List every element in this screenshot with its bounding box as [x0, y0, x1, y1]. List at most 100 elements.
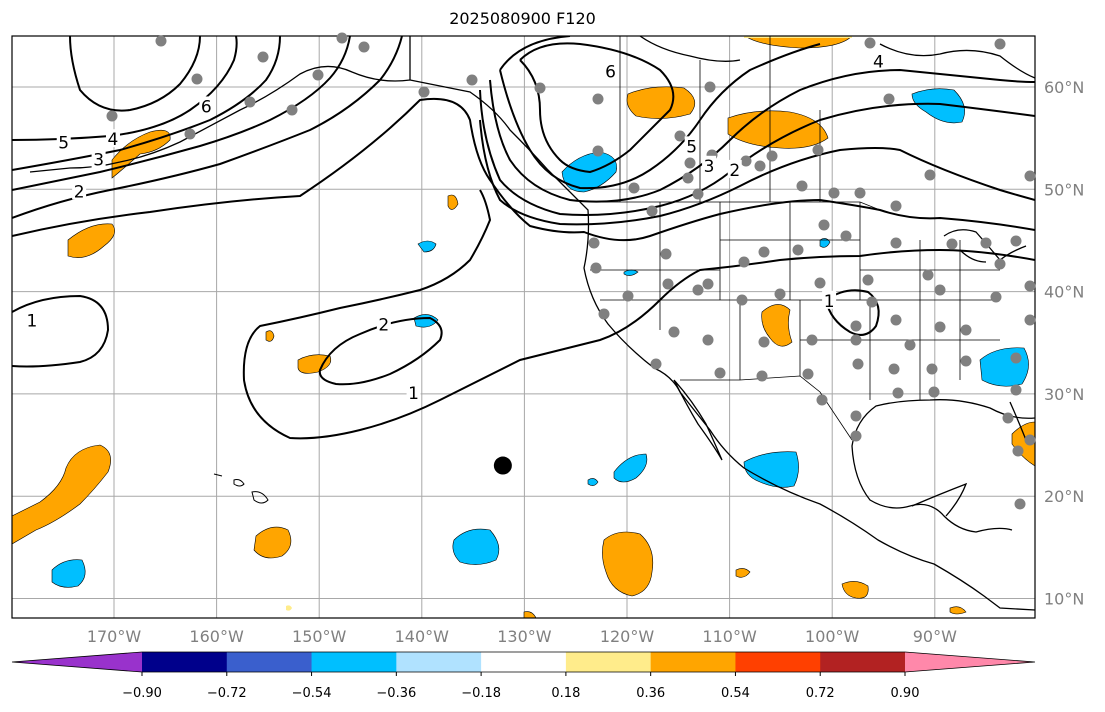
- map-frame: [11, 35, 1036, 619]
- location-marker: [493, 456, 512, 475]
- station-dot: [106, 110, 118, 122]
- station-dot: [890, 237, 902, 249]
- contour-label-bg: [871, 51, 886, 70]
- station-dot: [191, 73, 203, 85]
- longitude-label: 120°W: [600, 627, 655, 646]
- colorbar-segment: [396, 652, 482, 672]
- station-dot: [818, 219, 830, 231]
- latitude-labels: 60°N 50°N 40°N 30°N 20°N 10°N: [1044, 78, 1084, 609]
- contour-2-ellipse: [318, 316, 443, 386]
- orange-area: [253, 526, 292, 559]
- station-dot: [806, 334, 818, 346]
- orange-area: [761, 304, 793, 347]
- station-dot: [668, 326, 680, 338]
- orange-area: [727, 110, 829, 149]
- contour-2: [12, 36, 403, 219]
- florida: [1009, 401, 1027, 441]
- latitude-label: 60°N: [1044, 78, 1084, 97]
- station-dot: [926, 363, 938, 375]
- contour-east-6: [519, 42, 675, 174]
- baja-peninsula: [673, 379, 723, 461]
- station-dot: [1024, 434, 1036, 446]
- station-dot: [592, 93, 604, 105]
- contour-label-bg: [91, 149, 106, 168]
- station-dot: [692, 188, 704, 200]
- station-dot: [704, 81, 716, 93]
- station-dot: [598, 308, 610, 320]
- station-dot: [960, 324, 972, 336]
- contour-label-bg: [727, 159, 742, 178]
- station-dot: [1010, 384, 1022, 396]
- yucatan: [911, 482, 968, 517]
- colorbar-tick-label: 0.72: [806, 686, 835, 701]
- blue-area: [819, 238, 831, 248]
- contour-label: 1: [27, 311, 38, 331]
- orange-area: [626, 86, 696, 119]
- orange-area: [744, 36, 853, 49]
- contour-label-bg: [105, 129, 120, 148]
- contour-label: 6: [201, 97, 212, 117]
- station-dot: [840, 230, 852, 242]
- map-title: 2025080900 F120: [449, 9, 596, 28]
- colorbar-segment: [820, 652, 906, 672]
- contour-label-bg: [24, 310, 39, 329]
- contour-label: 4: [108, 130, 119, 150]
- station-dot: [1010, 235, 1022, 247]
- contour-label-bg: [199, 96, 214, 115]
- contour-1-lower: [242, 189, 1035, 440]
- colorbar-segment: [735, 652, 821, 672]
- station-dot: [990, 291, 1002, 303]
- contour-4: [12, 36, 281, 171]
- station-dot: [684, 157, 696, 169]
- station-dot: [934, 284, 946, 296]
- blue-area: [613, 453, 648, 483]
- longitude-label: 90°W: [913, 627, 957, 646]
- contour-label-bg: [56, 132, 71, 151]
- station-dot: [650, 358, 662, 370]
- station-dot: [758, 336, 770, 348]
- longitude-labels: 170°W 160°W 150°W 140°W 130°W 120°W 110°W 100°W…: [87, 627, 957, 646]
- contour-label: 2: [729, 161, 740, 181]
- station-dot: [852, 358, 864, 370]
- station-dot: [850, 334, 862, 346]
- contour-label-bg: [603, 61, 618, 80]
- station-dot: [622, 290, 634, 302]
- blue-area: [51, 559, 86, 588]
- colorbar-tick-label: 0.18: [551, 686, 580, 701]
- station-dot: [980, 237, 992, 249]
- orange-area: [523, 611, 537, 618]
- alaska-coast: [119, 65, 411, 163]
- station-dot: [592, 145, 604, 157]
- station-dot: [812, 144, 824, 156]
- blue-area: [911, 88, 965, 124]
- station-dot: [702, 334, 714, 346]
- station-dot: [358, 41, 370, 53]
- orange-anomaly-areas: [12, 36, 1035, 618]
- station-dot: [890, 200, 902, 212]
- station-dot: [1002, 412, 1014, 424]
- contour-label: 2: [378, 315, 389, 335]
- station-dot: [336, 32, 348, 44]
- station-dot: [892, 387, 904, 399]
- station-dot: [590, 262, 602, 274]
- aleutians: [29, 161, 121, 173]
- contour-label: 5: [686, 137, 697, 157]
- station-dot: [628, 182, 640, 194]
- colorbar-segment: [311, 652, 397, 672]
- contour-label: 5: [58, 133, 69, 153]
- colorbar-tick-label: 0.54: [721, 686, 750, 701]
- station-dot: [754, 160, 766, 172]
- contour-1-outer: [12, 98, 1035, 242]
- canada-provinces: [619, 36, 821, 202]
- colorbar-tick-label: −0.90: [122, 686, 162, 701]
- blue-area: [452, 528, 500, 565]
- orange-area: [949, 606, 967, 615]
- station-dot: [312, 69, 324, 81]
- longitude-label: 140°W: [395, 627, 450, 646]
- colorbar-extend-high: [905, 652, 1035, 672]
- station-dot: [702, 278, 714, 290]
- orange-area: [447, 194, 459, 210]
- station-dot: [244, 96, 256, 108]
- station-dot: [286, 104, 298, 116]
